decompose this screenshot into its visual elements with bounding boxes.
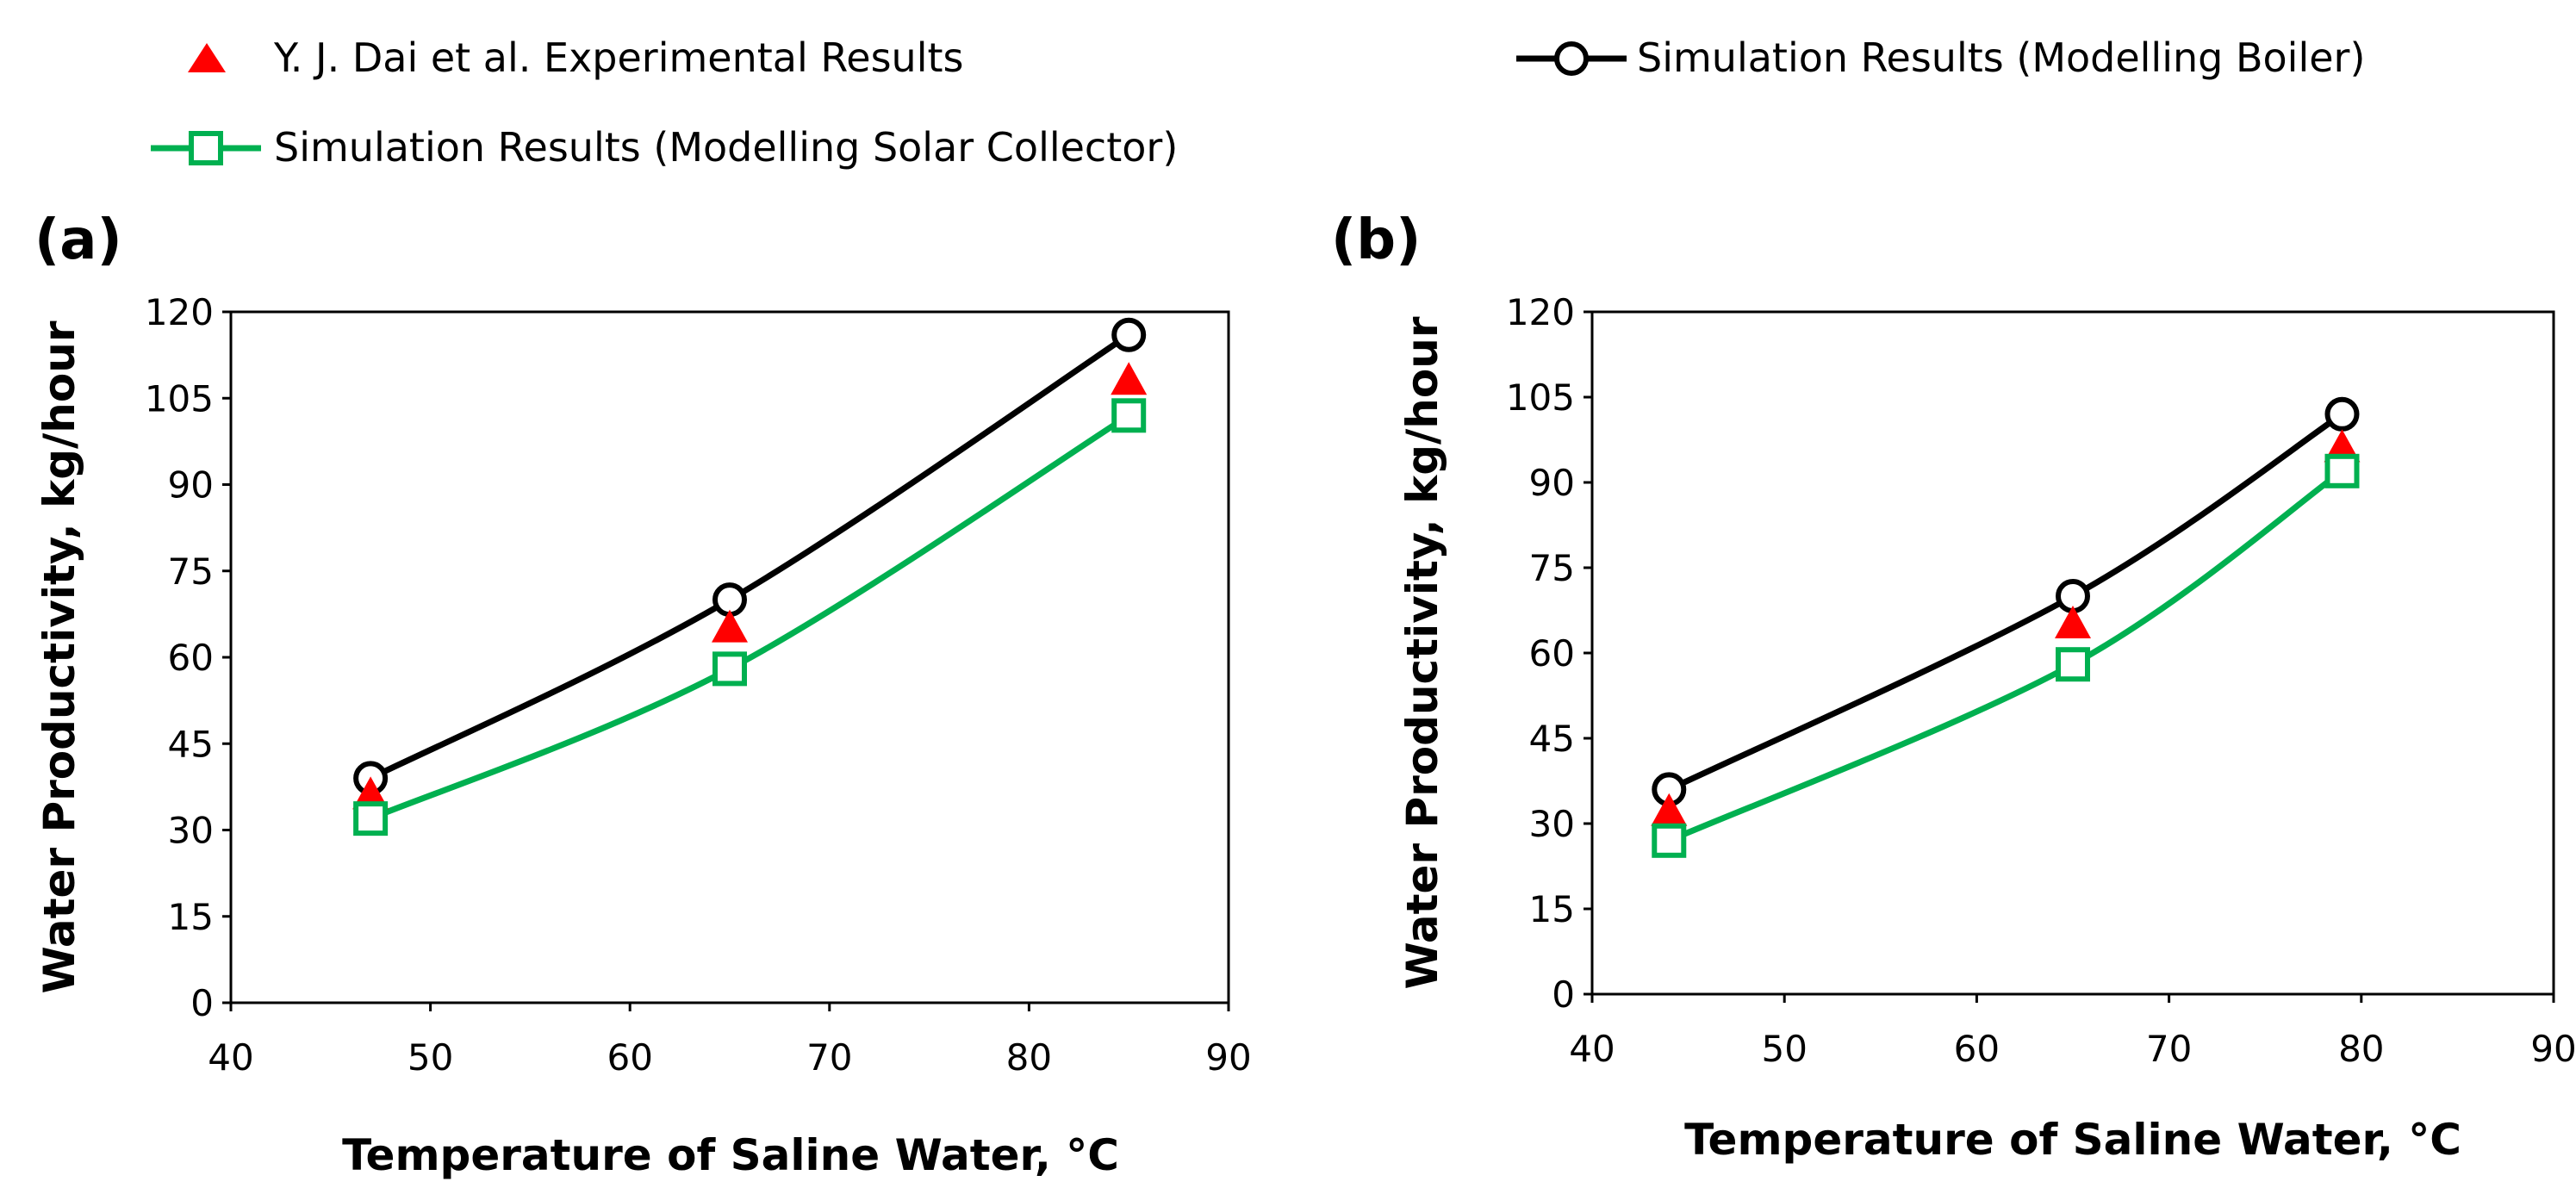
panel-label-a: (a): [34, 208, 122, 272]
data-point-solar-a: [712, 651, 747, 687]
y-tick-label-b: 120: [1506, 291, 1575, 333]
panel-label-b: (b): [1331, 208, 1421, 272]
legend-marker-boiler: [1554, 41, 1589, 76]
y-tick-label-a: 90: [168, 464, 214, 507]
y-tick-label-b: 45: [1529, 718, 1575, 760]
legend-entry-solar: Simulation Results (Modelling Solar Coll…: [151, 124, 1178, 171]
x-tick-label-b: 80: [2338, 1028, 2384, 1070]
chart-panel-b: (b) 0 15 30 45 60 75 90 105 120 40 50 60 70 80 90 Wat…: [1331, 208, 2576, 1165]
y-tick-label-b: 0: [1552, 973, 1575, 1016]
x-axis-title-b: Temperature of Saline Water, °C: [1684, 1115, 2461, 1165]
x-tick-label-b: 90: [2530, 1028, 2576, 1070]
y-tick-label-b: 60: [1529, 632, 1575, 675]
x-tick-label-b: 50: [1761, 1028, 1807, 1070]
series-line-boiler-a: [369, 332, 1131, 781]
legend-label-boiler: Simulation Results (Modelling Boiler): [1637, 34, 2365, 81]
series-group-b: [1651, 396, 2361, 858]
data-point-experimental-a: [1111, 362, 1148, 395]
data-point-solar-b: [2324, 453, 2360, 488]
y-tick-label-a: 0: [190, 982, 214, 1024]
data-point-solar-b: [2056, 647, 2090, 682]
y-axis-title-b: Water Productivity, kg/hour: [1397, 316, 1447, 989]
x-tick-label-b: 40: [1569, 1028, 1615, 1070]
series-line-solar-b: [1667, 468, 2344, 844]
y-tick-label-a: 45: [168, 723, 214, 765]
series-line-solar-a: [369, 413, 1131, 822]
x-tick-label-a: 70: [806, 1036, 852, 1079]
y-tick-label-a: 120: [145, 291, 214, 333]
y-axis-a: 0 15 30 45 60 75 90 105 120: [145, 291, 231, 1024]
y-tick-label-a: 30: [168, 810, 214, 852]
x-tick-label-b: 60: [1954, 1028, 2000, 1070]
data-point-experimental-b: [1651, 793, 1688, 826]
data-point-boiler-b: [2324, 396, 2360, 432]
data-point-solar-b: [1652, 823, 1687, 858]
data-point-solar-a: [353, 801, 389, 836]
legend: Y. J. Dai et al. Experimental Results Si…: [151, 34, 2365, 171]
y-tick-label-b: 30: [1529, 803, 1575, 845]
y-tick-label-a: 75: [168, 550, 214, 593]
x-tick-label-a: 80: [1006, 1036, 1052, 1079]
legend-label-experimental: Y. J. Dai et al. Experimental Results: [273, 34, 964, 81]
data-point-experimental-b: [2055, 606, 2091, 638]
y-tick-label-b: 15: [1529, 888, 1575, 930]
y-tick-label-b: 90: [1529, 462, 1575, 504]
legend-marker-experimental: [188, 43, 226, 72]
x-axis-a: 40 50 60 70 80 90: [208, 1003, 1252, 1079]
legend-entry-boiler: Simulation Results (Modelling Boiler): [1516, 34, 2365, 81]
data-point-experimental-a: [712, 609, 748, 643]
y-tick-label-a: 105: [145, 377, 214, 420]
legend-marker-solar: [189, 131, 223, 165]
x-tick-label-a: 90: [1205, 1036, 1251, 1079]
legend-entry-experimental: Y. J. Dai et al. Experimental Results: [188, 34, 964, 81]
legend-label-solar: Simulation Results (Modelling Solar Coll…: [274, 124, 1178, 171]
x-tick-label-a: 60: [607, 1036, 652, 1079]
x-tick-label-a: 40: [208, 1036, 253, 1079]
data-point-experimental-a: [352, 776, 389, 810]
y-tick-label-b: 105: [1506, 376, 1575, 419]
y-tick-label-b: 75: [1529, 547, 1575, 589]
data-point-solar-a: [1111, 398, 1147, 433]
x-tick-label-b: 70: [2146, 1028, 2192, 1070]
chart-panel-a: (a) 0 15 30 45 60 75 90 105 120 40 50 60 70 80 90 Wat…: [34, 208, 1252, 1180]
y-axis-b: 0 15 30 45 60 75 90 105 120: [1506, 291, 1592, 1016]
series-group-a: [352, 317, 1148, 836]
data-point-boiler-a: [1111, 317, 1147, 352]
y-tick-label-a: 60: [168, 637, 214, 679]
y-axis-title-a: Water Productivity, kg/hour: [34, 320, 84, 993]
x-tick-label-a: 50: [408, 1036, 453, 1079]
series-line-boiler-b: [1667, 411, 2344, 793]
y-tick-label-a: 15: [168, 896, 214, 938]
x-axis-b: 40 50 60 70 80 90: [1569, 994, 2576, 1070]
x-axis-title-a: Temperature of Saline Water, °C: [342, 1130, 1119, 1180]
